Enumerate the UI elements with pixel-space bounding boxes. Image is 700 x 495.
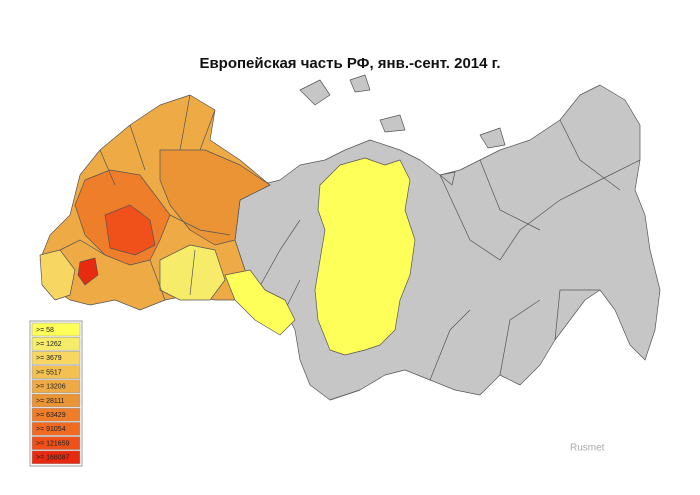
legend-swatch [31, 336, 81, 351]
legend-swatch [31, 393, 81, 408]
territory [39, 74, 661, 401]
legend-label: >= 3679 [36, 355, 62, 362]
region-borders-europe [59, 94, 231, 301]
legend-swatch [31, 365, 81, 379]
legend-swatch [31, 407, 81, 422]
legend-label: >= 63429 [36, 412, 66, 419]
islands [299, 74, 506, 186]
legend-label: >= 5517 [36, 369, 62, 376]
legend-swatch [31, 379, 81, 394]
region-darkred [77, 257, 99, 286]
legend-swatch [31, 450, 81, 465]
legend-label: >= 58 [36, 327, 54, 334]
legend-label: >= 168087 [36, 455, 70, 462]
region-ural [224, 269, 296, 336]
legend-label: >= 28111 [36, 398, 65, 405]
legend-label: >= 91054 [36, 426, 66, 433]
region-gray [234, 84, 661, 401]
watermark: Rusmet [570, 443, 605, 454]
legend-label: >= 13206 [36, 384, 66, 391]
legend-swatch [31, 422, 81, 436]
legend: >= 58 >= 1262 >= 3679 >= 5517 >= 13206 >= 281… [31, 322, 81, 465]
region-red [104, 204, 156, 256]
map-title: Европейская часть РФ, янв.-сент. 2014 г. [199, 55, 500, 72]
region-borders [254, 119, 641, 401]
legend-swatch [31, 436, 81, 450]
legend-label: >= 121659 [36, 440, 70, 447]
legend-swatch [31, 351, 81, 365]
region-yellow [314, 157, 416, 356]
region-orange [159, 149, 271, 246]
legend-swatch [31, 322, 81, 337]
legend-label: >= 1262 [36, 341, 62, 348]
